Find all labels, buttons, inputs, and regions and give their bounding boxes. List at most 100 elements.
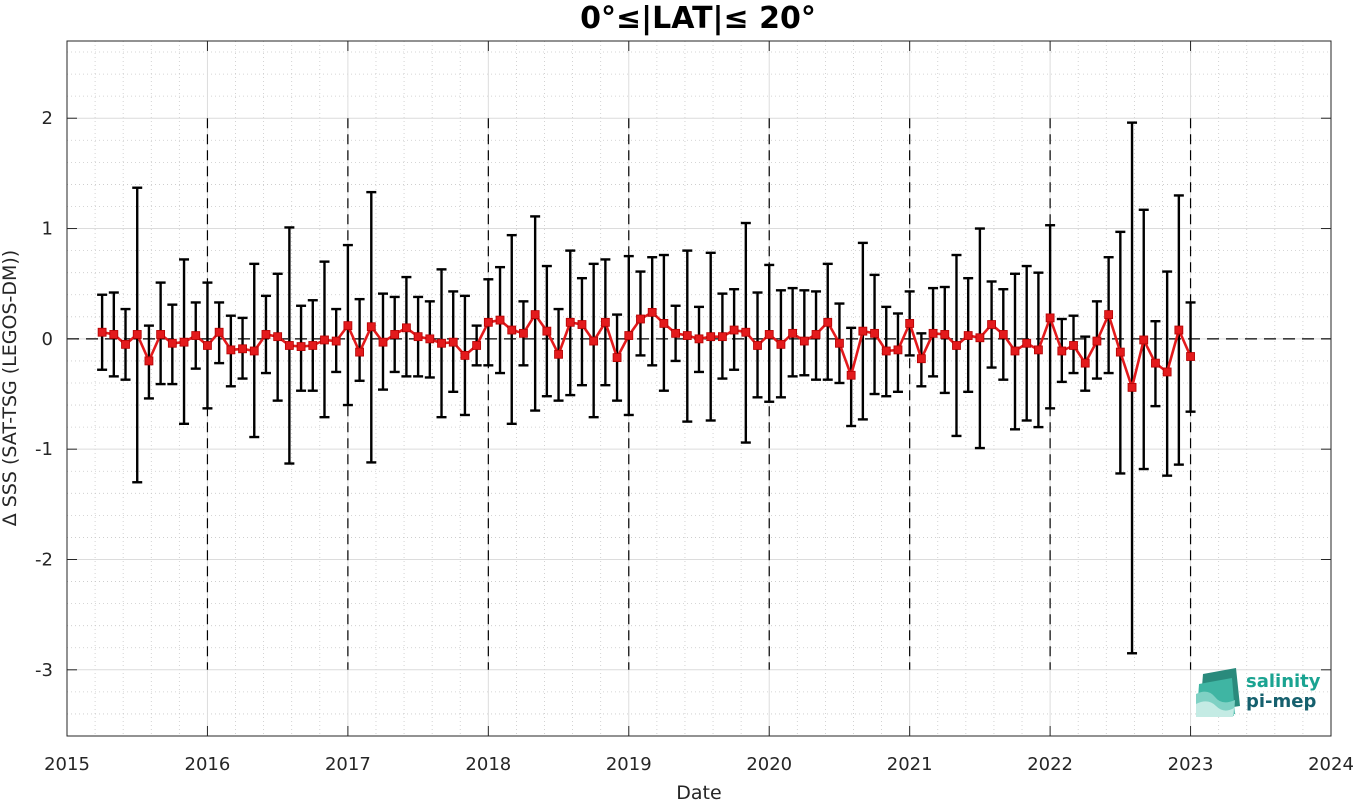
data-point <box>940 330 950 339</box>
data-point <box>1104 310 1114 319</box>
data-point <box>753 341 762 350</box>
data-point <box>881 346 891 356</box>
data-point <box>1069 341 1078 350</box>
data-point <box>975 333 985 343</box>
data-point <box>121 339 130 349</box>
series-polyline <box>101 311 1192 389</box>
data-point <box>366 322 376 332</box>
data-point <box>624 331 634 340</box>
data-point <box>963 331 973 340</box>
data-point <box>530 310 540 319</box>
data-point <box>799 336 809 346</box>
data-point <box>1092 336 1102 346</box>
data-point <box>191 331 201 340</box>
data-point <box>1174 325 1184 335</box>
data-point <box>612 353 622 363</box>
data-point <box>694 334 704 344</box>
data-point <box>97 327 107 337</box>
wave-logo-icon <box>1196 668 1240 717</box>
data-point <box>495 315 505 325</box>
data-point <box>1057 346 1067 356</box>
data-point <box>144 356 154 366</box>
data-point <box>928 328 938 338</box>
data-point <box>1080 358 1090 368</box>
data-point <box>179 337 189 347</box>
data-point <box>729 325 739 335</box>
data-point <box>156 330 166 339</box>
data-point <box>132 330 142 339</box>
x-axis-label: Date <box>676 782 721 801</box>
data-point <box>764 330 774 339</box>
data-point <box>636 314 645 324</box>
y-tick-label: 1 <box>42 219 53 240</box>
logo-text-salinity: salinity <box>1246 671 1321 692</box>
logo-text-pi-mep: pi-mep <box>1246 691 1316 712</box>
x-tick-label: 2023 <box>1168 754 1214 775</box>
data-point <box>167 338 177 348</box>
x-tick-label: 2018 <box>465 754 511 775</box>
series-line <box>101 311 1192 389</box>
data-point <box>1162 367 1172 377</box>
y-tick-label: -2 <box>35 549 53 570</box>
data-point <box>483 317 493 327</box>
data-point <box>893 345 903 355</box>
y-axis-ticks: -3 -2 -1 0 1 2 <box>35 108 1331 681</box>
data-point <box>437 338 446 348</box>
data-point <box>741 327 751 337</box>
data-point <box>1186 352 1195 361</box>
data-point <box>718 332 727 342</box>
data-point <box>776 339 786 349</box>
x-tick-label: 2024 <box>1308 754 1354 775</box>
chart-title: 0°≤|LAT|≤ 20° <box>580 1 816 36</box>
year-boundary-lines <box>206 118 1192 670</box>
y-tick-label: 0 <box>42 329 53 350</box>
data-point <box>905 319 915 328</box>
y-axis-label: Δ SSS (SAT-TSG (LEGOS-DM)) <box>0 250 21 526</box>
data-point <box>355 347 364 357</box>
data-point <box>577 320 587 329</box>
data-point <box>378 337 388 347</box>
y-tick-label: 2 <box>42 108 53 129</box>
data-point <box>390 330 400 339</box>
data-point <box>870 328 879 338</box>
salinity-pi-mep-logo: salinity pi-mep <box>1196 668 1321 717</box>
data-point <box>706 332 716 342</box>
data-point <box>565 317 575 327</box>
x-axis-ticks: 2015 2016 2017 2018 2019 2020 2021 2022 2023 2024 <box>44 41 1354 775</box>
data-point <box>811 330 821 339</box>
data-point <box>261 330 271 339</box>
y-tick-label: -3 <box>35 660 53 681</box>
data-point <box>788 328 798 338</box>
data-point <box>998 330 1008 339</box>
data-point <box>472 341 482 350</box>
data-point <box>284 341 294 350</box>
minor-grid <box>67 41 1331 736</box>
data-point <box>589 336 599 346</box>
data-point <box>823 317 833 327</box>
data-point <box>952 341 961 350</box>
data-point <box>226 345 236 355</box>
data-point <box>1127 382 1137 392</box>
data-point <box>659 319 669 328</box>
x-tick-label: 2016 <box>185 754 231 775</box>
data-point <box>507 325 517 335</box>
data-markers <box>97 307 1195 392</box>
data-point <box>273 332 283 342</box>
data-point <box>331 336 341 346</box>
data-point <box>1034 345 1043 355</box>
data-point <box>858 326 868 336</box>
data-point <box>402 323 411 333</box>
data-point <box>600 317 610 327</box>
plot-frame <box>66 40 1332 737</box>
data-point <box>308 341 318 350</box>
data-point <box>916 354 926 364</box>
data-point <box>203 341 212 350</box>
major-grid <box>66 41 1332 736</box>
x-tick-label: 2021 <box>887 754 933 775</box>
data-point <box>519 328 528 338</box>
data-point <box>835 338 844 348</box>
data-point <box>1022 338 1032 348</box>
x-tick-label: 2019 <box>606 754 652 775</box>
data-point <box>214 327 224 337</box>
